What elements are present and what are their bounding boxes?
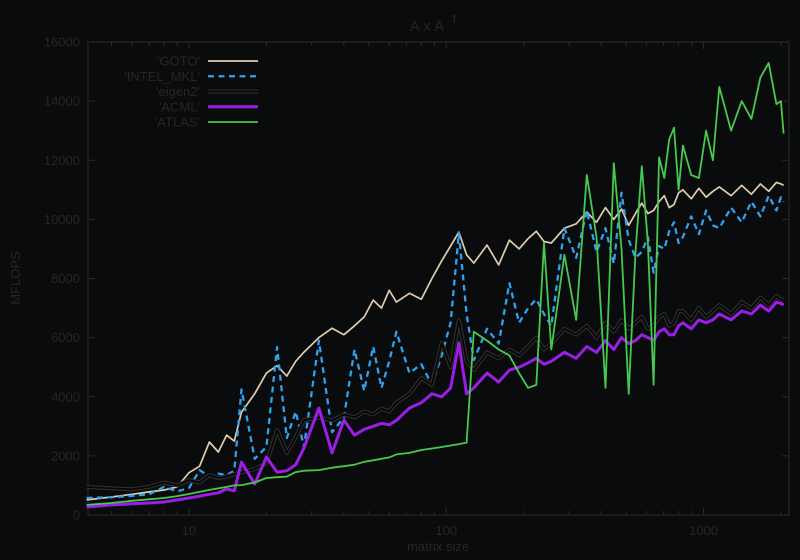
y-tick-label: 10000 xyxy=(44,212,80,227)
x-tick-label: 100 xyxy=(435,523,457,538)
y-tick-label: 4000 xyxy=(51,389,80,404)
x-axis-label: matrix size xyxy=(407,539,469,554)
legend-label-goto: 'GOTO' xyxy=(157,54,200,69)
series-line-goto xyxy=(86,181,785,501)
series-line-intel_mkl xyxy=(86,191,785,500)
y-tick-label: 14000 xyxy=(44,94,80,109)
y-tick-label: 6000 xyxy=(51,330,80,345)
legend-label-atlas: 'ATLAS' xyxy=(155,115,200,130)
y-tick-label: 12000 xyxy=(44,153,80,168)
legend-label-acml: 'ACML' xyxy=(159,99,200,114)
y-tick-label: 16000 xyxy=(44,35,80,50)
x-tick-label: 1000 xyxy=(689,523,718,538)
chart-title-superscript: T xyxy=(451,14,458,26)
chart-title: A x A xyxy=(410,18,444,35)
y-tick-label: 8000 xyxy=(51,271,80,286)
x-tick-label: 10 xyxy=(182,523,196,538)
series-line-atlas xyxy=(86,62,785,506)
series-line-acml xyxy=(86,300,785,509)
plot-generated-layer: 0 2000 4000 6000 8000 10000 12000 14000 16000 10 1… xyxy=(44,35,790,538)
y-tick-label: 0 xyxy=(73,508,80,523)
y-tick-label: 2000 xyxy=(51,448,80,463)
legend-label-eigen2: 'eigen2' xyxy=(156,84,200,99)
legend-label-intel_mkl: 'INTEL_MKL' xyxy=(124,69,200,84)
y-axis-label: MFLOPS xyxy=(8,251,23,305)
